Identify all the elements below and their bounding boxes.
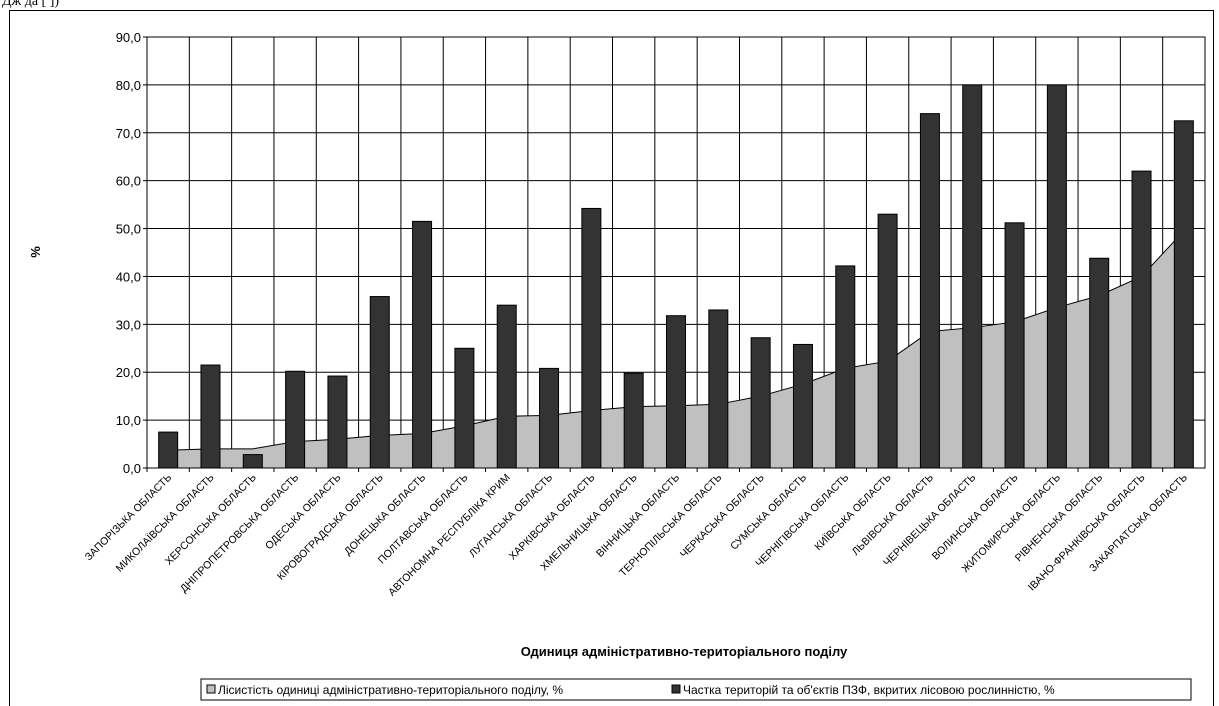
- bar-19: [962, 84, 983, 469]
- x-tick-label: ВІННИЦЬКА ОБЛАСТЬ: [594, 472, 682, 560]
- bar-0: [158, 431, 179, 469]
- y-tick-label: 10,0: [116, 413, 141, 428]
- x-tick-label: РІВНЕНСЬКА ОБЛАСТЬ: [1013, 472, 1106, 565]
- chart-frame: [9, 10, 1214, 706]
- bar-20: [1004, 222, 1025, 469]
- x-tick-label: ЛУГАНСЬКА ОБЛАСТЬ: [467, 472, 555, 560]
- bar-15: [792, 343, 813, 469]
- x-tick-label: ХАРКІВСЬКА ОБЛАСТЬ: [507, 472, 598, 563]
- y-tick-label: 30,0: [116, 317, 141, 332]
- legend-label-forest-cover: Лісистість одиниці адміністративно-терит…: [218, 683, 563, 697]
- x-tick-label: СУМСЬКА ОБЛАСТЬ: [728, 472, 809, 553]
- x-tick-label: ЛЬВІВСЬКА ОБЛАСТЬ: [850, 472, 936, 558]
- bar-12: [666, 315, 686, 469]
- x-axis-label: Одиниця адміністративно-територіального …: [521, 644, 848, 659]
- bar-22: [1089, 257, 1110, 469]
- bar-14: [750, 337, 771, 469]
- legend-swatch-forest-cover: [206, 684, 216, 694]
- y-tick-label: 70,0: [116, 126, 141, 141]
- y-tick-label: 90,0: [116, 30, 141, 45]
- x-tick-label: ВОЛИНСЬКА ОБЛАСТЬ: [930, 472, 1021, 563]
- bar-8: [496, 304, 517, 469]
- y-tick-label: 60,0: [116, 174, 141, 189]
- x-tick-label: ОДЕСЬКА ОБЛАСТЬ: [263, 472, 344, 553]
- bar-9: [539, 367, 560, 469]
- bar-6: [412, 220, 433, 469]
- y-axis-ticks: 0,0 10,0 20,0 30,0 40,0 50,0 60,0 70,0 80,0 90,0: [116, 30, 147, 476]
- bar-13: [708, 309, 729, 469]
- bar-10: [581, 207, 602, 469]
- bar-17: [877, 213, 898, 469]
- y-tick-label: 80,0: [116, 78, 141, 93]
- x-tick-label: ДОНЕЦЬКА ОБЛАСТЬ: [342, 472, 428, 558]
- bar-2: [242, 454, 263, 469]
- legend: Лісистість одиниці адміністративно-терит…: [200, 678, 1192, 701]
- y-axis-label: %: [28, 246, 43, 258]
- plot-border: [146, 36, 1206, 469]
- bar-1: [200, 364, 221, 469]
- legend-swatch-pzf-share: [671, 684, 681, 694]
- bar-series-pzf-share: [158, 84, 1194, 469]
- y-tick-label: 50,0: [116, 222, 141, 237]
- bar-16: [835, 265, 856, 469]
- bar-18: [919, 113, 940, 469]
- bar-5: [369, 296, 390, 469]
- x-tick-label: ЧЕРКАСЬКА ОБЛАСТЬ: [678, 472, 767, 561]
- bar-4: [327, 375, 348, 469]
- bar-23: [1131, 170, 1152, 469]
- x-tick-label: КИЇВСЬКА ОБЛАСТЬ: [812, 472, 893, 553]
- x-tick-label: ЗАПОРІЗЬКА ОБЛАСТЬ: [83, 472, 175, 564]
- legend-label-pzf-share: Частка територій та об'єктів ПЗФ, вкрити…: [683, 683, 1055, 697]
- bar-24: [1173, 120, 1194, 469]
- page-header-fragment: Дж да [ ]): [2, 0, 60, 9]
- legend-box: [200, 678, 1192, 701]
- y-tick-label: 20,0: [116, 365, 141, 380]
- bar-21: [1046, 84, 1067, 469]
- y-tick-label: 0,0: [123, 461, 141, 476]
- bar-7: [454, 347, 475, 469]
- y-tick-label: 40,0: [116, 269, 141, 284]
- bar-3: [285, 370, 306, 469]
- bar-11: [623, 372, 644, 469]
